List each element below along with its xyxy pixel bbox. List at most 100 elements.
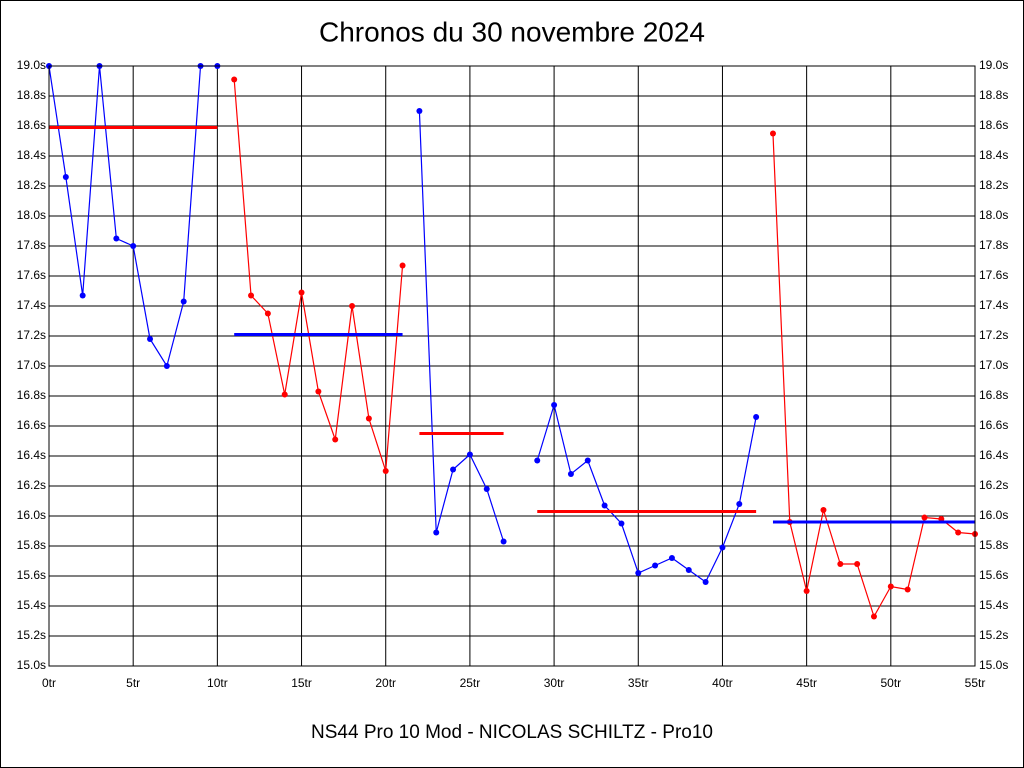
plot-border <box>48 65 976 667</box>
y-tick-label: 15.0s <box>17 658 46 672</box>
y-tick-label: 16.8s <box>17 388 46 402</box>
y2-tick-label: 17.2s <box>979 328 1008 342</box>
y-tick-label: 16.6s <box>17 418 46 432</box>
y-tick-label: 17.6s <box>17 268 46 282</box>
y-tick-label: 18.2s <box>17 178 46 192</box>
data-point <box>382 468 389 474</box>
data-point <box>803 588 810 594</box>
y2-tick-label: 18.0s <box>979 208 1008 222</box>
y-tick-label: 15.8s <box>17 538 46 552</box>
data-point <box>887 583 894 590</box>
y2-tick-label: 16.4s <box>979 448 1008 462</box>
y-tick-label: 16.4s <box>17 448 46 462</box>
y2-tick-label: 18.4s <box>979 148 1008 162</box>
data-point <box>399 262 406 269</box>
data-point <box>483 486 490 492</box>
y-tick-label: 15.2s <box>17 628 46 642</box>
data-point <box>769 130 776 137</box>
data-point <box>685 567 692 573</box>
data-point <box>736 501 743 507</box>
data-point <box>281 391 288 398</box>
data-point <box>668 555 675 561</box>
y2-tick-label: 15.0s <box>979 658 1008 672</box>
y2-tick-label: 18.6s <box>979 118 1008 132</box>
y-tick-label: 18.4s <box>17 148 46 162</box>
data-point <box>315 388 322 395</box>
y2-tick-label: 15.6s <box>979 568 1008 582</box>
chart-title: Chronos du 30 novembre 2024 <box>319 16 705 47</box>
y2-tick-label: 18.2s <box>979 178 1008 192</box>
data-point <box>62 174 69 180</box>
data-point <box>904 586 911 593</box>
x-tick-label: 25tr <box>460 676 481 690</box>
y-tick-label: 16.0s <box>17 508 46 522</box>
data-point <box>231 76 238 83</box>
x-axis-label: NS44 Pro 10 Mod - NICOLAS SCHILTZ - Pro1… <box>311 722 713 743</box>
x-tick-label: 20tr <box>375 676 396 690</box>
data-point <box>534 457 541 464</box>
data-point <box>551 402 558 408</box>
x-tick-label: 55tr <box>965 676 986 690</box>
y-tick-label: 18.8s <box>17 88 46 102</box>
y2-tick-label: 17.8s <box>979 238 1008 252</box>
y-tick-label: 17.2s <box>17 328 46 342</box>
y-tick-label: 16.2s <box>17 478 46 492</box>
y-tick-label: 19.0s <box>17 58 46 72</box>
data-point <box>618 520 625 527</box>
data-point <box>567 471 574 477</box>
data-point <box>652 562 659 569</box>
data-point <box>955 529 962 536</box>
y-tick-label: 17.8s <box>17 238 46 252</box>
y-tick-label: 15.4s <box>17 598 46 612</box>
y-tick-label: 18.6s <box>17 118 46 132</box>
data-point <box>248 292 255 299</box>
data-point <box>635 570 642 576</box>
data-point <box>180 298 187 305</box>
data-point <box>433 529 440 536</box>
x-tick-label: 0tr <box>42 676 56 690</box>
y2-tick-label: 15.8s <box>979 538 1008 552</box>
data-point <box>921 514 928 521</box>
data-point <box>416 108 423 114</box>
series-line <box>536 402 757 583</box>
data-point <box>113 235 120 242</box>
data-point <box>702 579 709 585</box>
data-point <box>820 507 827 513</box>
data-point <box>854 561 861 567</box>
data-point <box>332 436 339 443</box>
x-tick-label: 30tr <box>544 676 565 690</box>
data-point <box>753 414 760 420</box>
y2-tick-label: 16.8s <box>979 388 1008 402</box>
y2-tick-label: 16.0s <box>979 508 1008 522</box>
y2-tick-label: 15.2s <box>979 628 1008 642</box>
y2-tick-label: 15.4s <box>979 598 1008 612</box>
y2-tick-label: 17.6s <box>979 268 1008 282</box>
y-tick-label: 17.0s <box>17 358 46 372</box>
data-point <box>130 243 137 249</box>
data-point <box>584 457 591 464</box>
x-tick-label: 10tr <box>207 676 228 690</box>
data-point <box>79 292 86 299</box>
y-tick-label: 18.0s <box>17 208 46 222</box>
x-tick-label: 35tr <box>628 676 649 690</box>
x-tick-label: 45tr <box>796 676 817 690</box>
y2-tick-label: 17.4s <box>979 298 1008 312</box>
data-point <box>163 363 170 369</box>
data-point <box>601 502 608 509</box>
y-tick-label: 15.6s <box>17 568 46 582</box>
x-tick-label: 15tr <box>291 676 312 690</box>
y2-tick-label: 16.2s <box>979 478 1008 492</box>
data-point <box>147 336 154 342</box>
data-point <box>837 561 844 567</box>
x-tick-label: 40tr <box>712 676 733 690</box>
data-point <box>365 415 372 422</box>
x-tick-label: 50tr <box>880 676 901 690</box>
data-point <box>500 538 507 545</box>
data-point <box>466 451 473 458</box>
data-point <box>450 466 457 473</box>
data-point <box>264 310 271 317</box>
x-tick-label: 5tr <box>126 676 140 690</box>
data-point <box>349 303 356 309</box>
